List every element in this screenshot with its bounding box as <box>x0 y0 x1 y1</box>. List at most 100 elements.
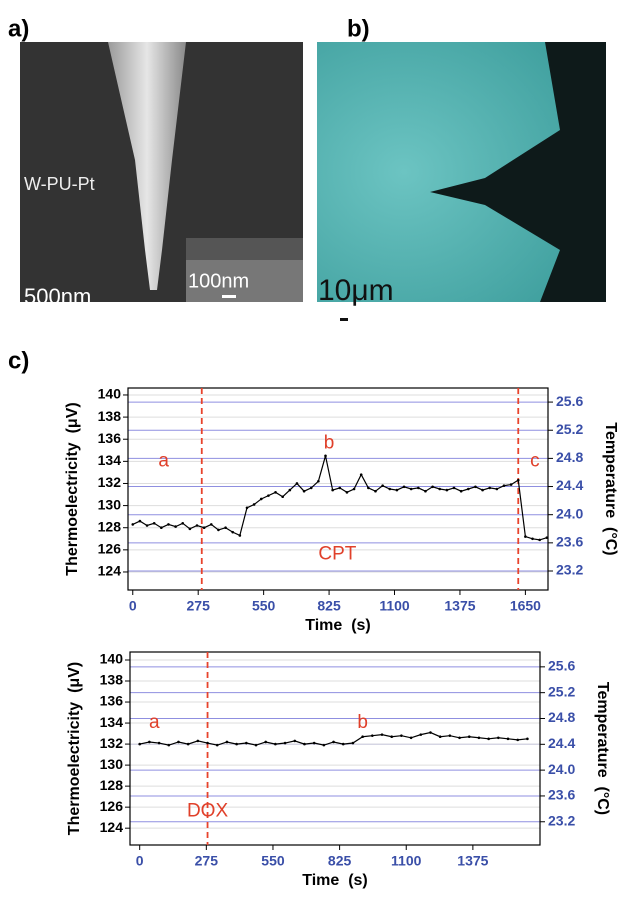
data-point <box>459 489 463 493</box>
annotation: DOX <box>187 800 229 821</box>
data-point <box>174 525 177 528</box>
data-point <box>312 741 316 745</box>
data-point <box>390 735 394 739</box>
data-point <box>381 484 384 487</box>
sem-image: W-PU-Pt 500nm 100nm <box>20 42 303 311</box>
data-point <box>409 487 413 491</box>
y-tick-label: 140 <box>100 651 124 667</box>
annotation: a <box>158 450 169 471</box>
data-point <box>317 479 320 483</box>
panel-label: b) <box>347 15 370 42</box>
plot-frame <box>129 651 541 846</box>
data-point <box>145 524 149 527</box>
data-point <box>467 735 471 739</box>
data-point <box>338 486 342 490</box>
data-point <box>309 486 313 490</box>
data-point <box>288 488 292 492</box>
scale-bar <box>222 295 236 298</box>
data-point <box>352 487 356 491</box>
data-point <box>516 478 520 482</box>
x-tick-label: 0 <box>129 598 137 614</box>
y2-tick-label: 24.4 <box>548 735 575 751</box>
data-point <box>474 485 477 489</box>
y-tick-label: 134 <box>98 452 122 468</box>
data-point <box>345 491 349 494</box>
data-point <box>231 530 235 534</box>
y-tick-label: 130 <box>100 756 124 772</box>
x-tick-label: 1650 <box>510 598 541 614</box>
plot-frame <box>127 387 549 591</box>
y2-tick-label: 24.8 <box>556 449 583 465</box>
y-tick-label: 126 <box>100 798 124 814</box>
data-point <box>526 737 529 741</box>
x-tick-label: 275 <box>187 598 211 614</box>
data-point <box>303 742 306 746</box>
data-point <box>417 486 420 490</box>
scale-label: 100nm <box>188 270 249 292</box>
data-point <box>361 735 364 739</box>
data-point <box>438 735 442 739</box>
data-point <box>206 741 209 745</box>
y2-tick-label: 25.6 <box>548 658 575 674</box>
y-tick-label: 138 <box>100 672 124 688</box>
data-point <box>380 733 384 736</box>
data-point <box>516 738 520 742</box>
data-point <box>281 495 284 499</box>
data-point <box>283 741 287 745</box>
x-tick-label: 825 <box>328 853 352 869</box>
panel-label: c) <box>8 347 29 374</box>
data-point <box>138 742 141 746</box>
y-tick-label: 130 <box>98 496 122 512</box>
x-tick-label: 1100 <box>379 598 410 614</box>
data-point <box>495 487 499 491</box>
data-point <box>252 503 256 506</box>
data-point <box>215 743 219 747</box>
data-point <box>188 527 192 531</box>
data-point <box>466 487 470 491</box>
y2-tick-label: 24.8 <box>548 709 575 725</box>
inset-shade <box>186 238 303 260</box>
annotation: c <box>530 450 540 471</box>
data-point <box>274 742 277 746</box>
data-point <box>419 733 423 736</box>
x-tick-label: 550 <box>252 598 276 614</box>
data-point <box>359 473 363 476</box>
annotation: CPT <box>318 543 356 564</box>
data-point <box>524 535 527 538</box>
data-point <box>538 538 541 542</box>
tip-shape <box>108 42 186 290</box>
data-point <box>160 526 163 530</box>
y-tick-label: 136 <box>98 430 122 446</box>
data-point <box>458 736 461 740</box>
x-axis-label: Time (s) <box>305 617 371 634</box>
data-point <box>254 743 258 747</box>
y-axis-label: Thermoelectricity (μV) <box>66 662 83 835</box>
data-point <box>295 482 299 485</box>
x-tick-label: 0 <box>136 853 144 869</box>
data-point <box>167 523 170 526</box>
y-tick-label: 132 <box>100 735 124 751</box>
data-point <box>400 734 403 737</box>
panel-label: a) <box>8 15 29 42</box>
data-point <box>196 739 200 743</box>
y2-tick-label: 25.2 <box>556 421 583 437</box>
y-tick-label: 140 <box>98 386 122 402</box>
data-point <box>477 736 481 740</box>
data-point <box>506 737 510 741</box>
y-tick-label: 124 <box>98 563 122 579</box>
data-point <box>235 742 238 746</box>
y-axis-label: Thermoelectricity (μV) <box>64 402 81 575</box>
data-point <box>267 494 270 497</box>
data-point <box>487 737 490 741</box>
data-point <box>374 489 377 493</box>
data-point <box>452 486 456 490</box>
data-point <box>186 742 190 746</box>
y-tick-label: 128 <box>98 518 122 534</box>
data-point <box>481 488 484 492</box>
data-point <box>402 485 406 489</box>
x-tick-label: 550 <box>261 853 285 869</box>
scale-label: 500nm <box>24 284 91 309</box>
y2-tick-label: 25.6 <box>556 393 583 409</box>
data-point <box>445 488 449 492</box>
x-tick-label: 1375 <box>444 598 475 614</box>
